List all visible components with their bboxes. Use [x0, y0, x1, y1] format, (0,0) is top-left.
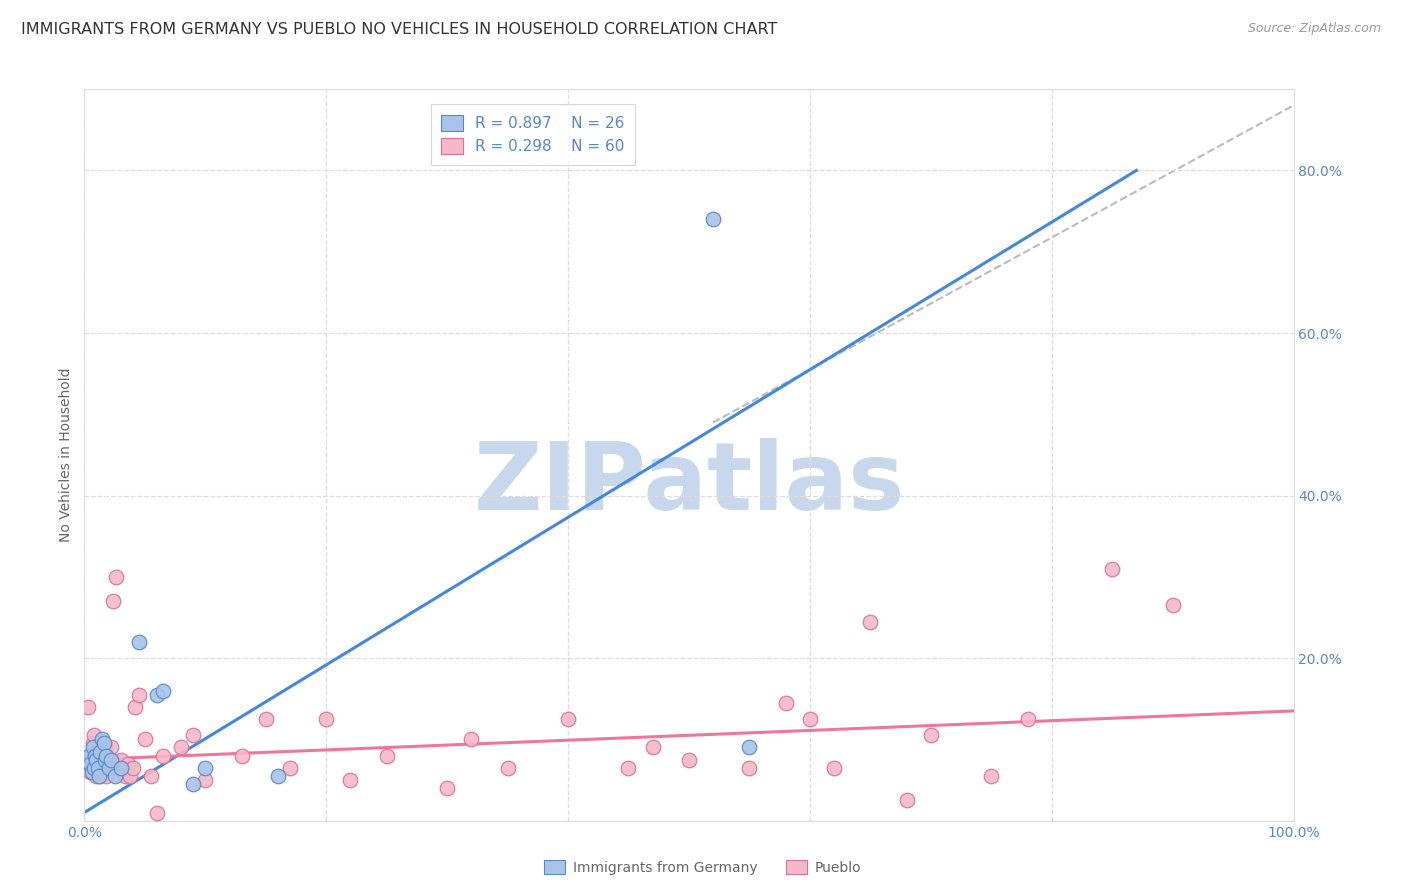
Point: [557, 712, 579, 726]
Point: [799, 712, 821, 726]
Point: [100, 740, 122, 755]
Point: [94, 748, 117, 763]
Point: [738, 761, 761, 775]
Point: [496, 761, 519, 775]
Point: [146, 805, 169, 820]
Point: [114, 769, 136, 783]
Point: [775, 696, 797, 710]
Point: [110, 761, 132, 775]
Point: [83, 761, 105, 775]
Point: [120, 769, 142, 783]
Point: [84, 756, 107, 771]
Point: [738, 740, 761, 755]
Point: [90, 764, 112, 779]
Point: [84, 748, 107, 763]
Point: [104, 769, 127, 783]
Point: [107, 761, 129, 775]
Legend: Immigrants from Germany, Pueblo: Immigrants from Germany, Pueblo: [538, 855, 868, 880]
Point: [77, 748, 100, 763]
Point: [87, 753, 110, 767]
Point: [194, 772, 217, 787]
Point: [194, 761, 217, 775]
Point: [87, 769, 110, 783]
Point: [146, 688, 169, 702]
Point: [82, 740, 104, 755]
Point: [170, 740, 193, 755]
Point: [1161, 599, 1184, 613]
Point: [920, 728, 942, 742]
Point: [80, 748, 103, 763]
Point: [980, 769, 1002, 783]
Point: [375, 748, 398, 763]
Point: [859, 615, 882, 629]
Legend: R = 0.897    N = 26, R = 0.298    N = 60: R = 0.897 N = 26, R = 0.298 N = 60: [430, 104, 636, 165]
Point: [278, 761, 301, 775]
Point: [181, 777, 204, 791]
Point: [254, 712, 277, 726]
Point: [110, 753, 132, 767]
Point: [1101, 562, 1123, 576]
Point: [91, 748, 114, 763]
Point: [181, 728, 204, 742]
Point: [94, 769, 117, 783]
Point: [104, 570, 127, 584]
Point: [79, 764, 101, 779]
Point: [86, 761, 108, 775]
Point: [93, 761, 115, 775]
Point: [1017, 712, 1039, 726]
Point: [77, 699, 100, 714]
Point: [89, 745, 111, 759]
Point: [80, 764, 103, 779]
Point: [89, 769, 111, 783]
Point: [128, 688, 150, 702]
Point: [436, 781, 458, 796]
Point: [121, 761, 143, 775]
Point: [93, 736, 115, 750]
Point: [152, 683, 174, 698]
Point: [152, 748, 174, 763]
Point: [823, 761, 845, 775]
Point: [134, 732, 156, 747]
Y-axis label: No Vehicles in Household: No Vehicles in Household: [59, 368, 73, 542]
Text: Source: ZipAtlas.com: Source: ZipAtlas.com: [1247, 22, 1381, 36]
Point: [79, 756, 101, 771]
Point: [103, 594, 125, 608]
Point: [97, 756, 120, 771]
Point: [100, 753, 122, 767]
Point: [86, 753, 108, 767]
Point: [86, 769, 108, 783]
Point: [117, 756, 139, 771]
Point: [128, 635, 150, 649]
Point: [86, 761, 108, 775]
Point: [896, 793, 918, 807]
Point: [139, 769, 162, 783]
Point: [91, 732, 114, 747]
Point: [339, 772, 361, 787]
Point: [77, 753, 100, 767]
Point: [97, 761, 120, 775]
Point: [460, 732, 482, 747]
Point: [94, 753, 117, 767]
Point: [82, 736, 104, 750]
Text: ZIPatlas: ZIPatlas: [474, 438, 904, 530]
Point: [678, 753, 700, 767]
Point: [617, 761, 640, 775]
Point: [83, 728, 105, 742]
Point: [315, 712, 337, 726]
Point: [94, 740, 117, 755]
Text: IMMIGRANTS FROM GERMANY VS PUEBLO NO VEHICLES IN HOUSEHOLD CORRELATION CHART: IMMIGRANTS FROM GERMANY VS PUEBLO NO VEH…: [21, 22, 778, 37]
Point: [231, 748, 253, 763]
Point: [641, 740, 664, 755]
Point: [112, 764, 135, 779]
Point: [267, 769, 290, 783]
Point: [702, 212, 724, 227]
Point: [124, 699, 146, 714]
